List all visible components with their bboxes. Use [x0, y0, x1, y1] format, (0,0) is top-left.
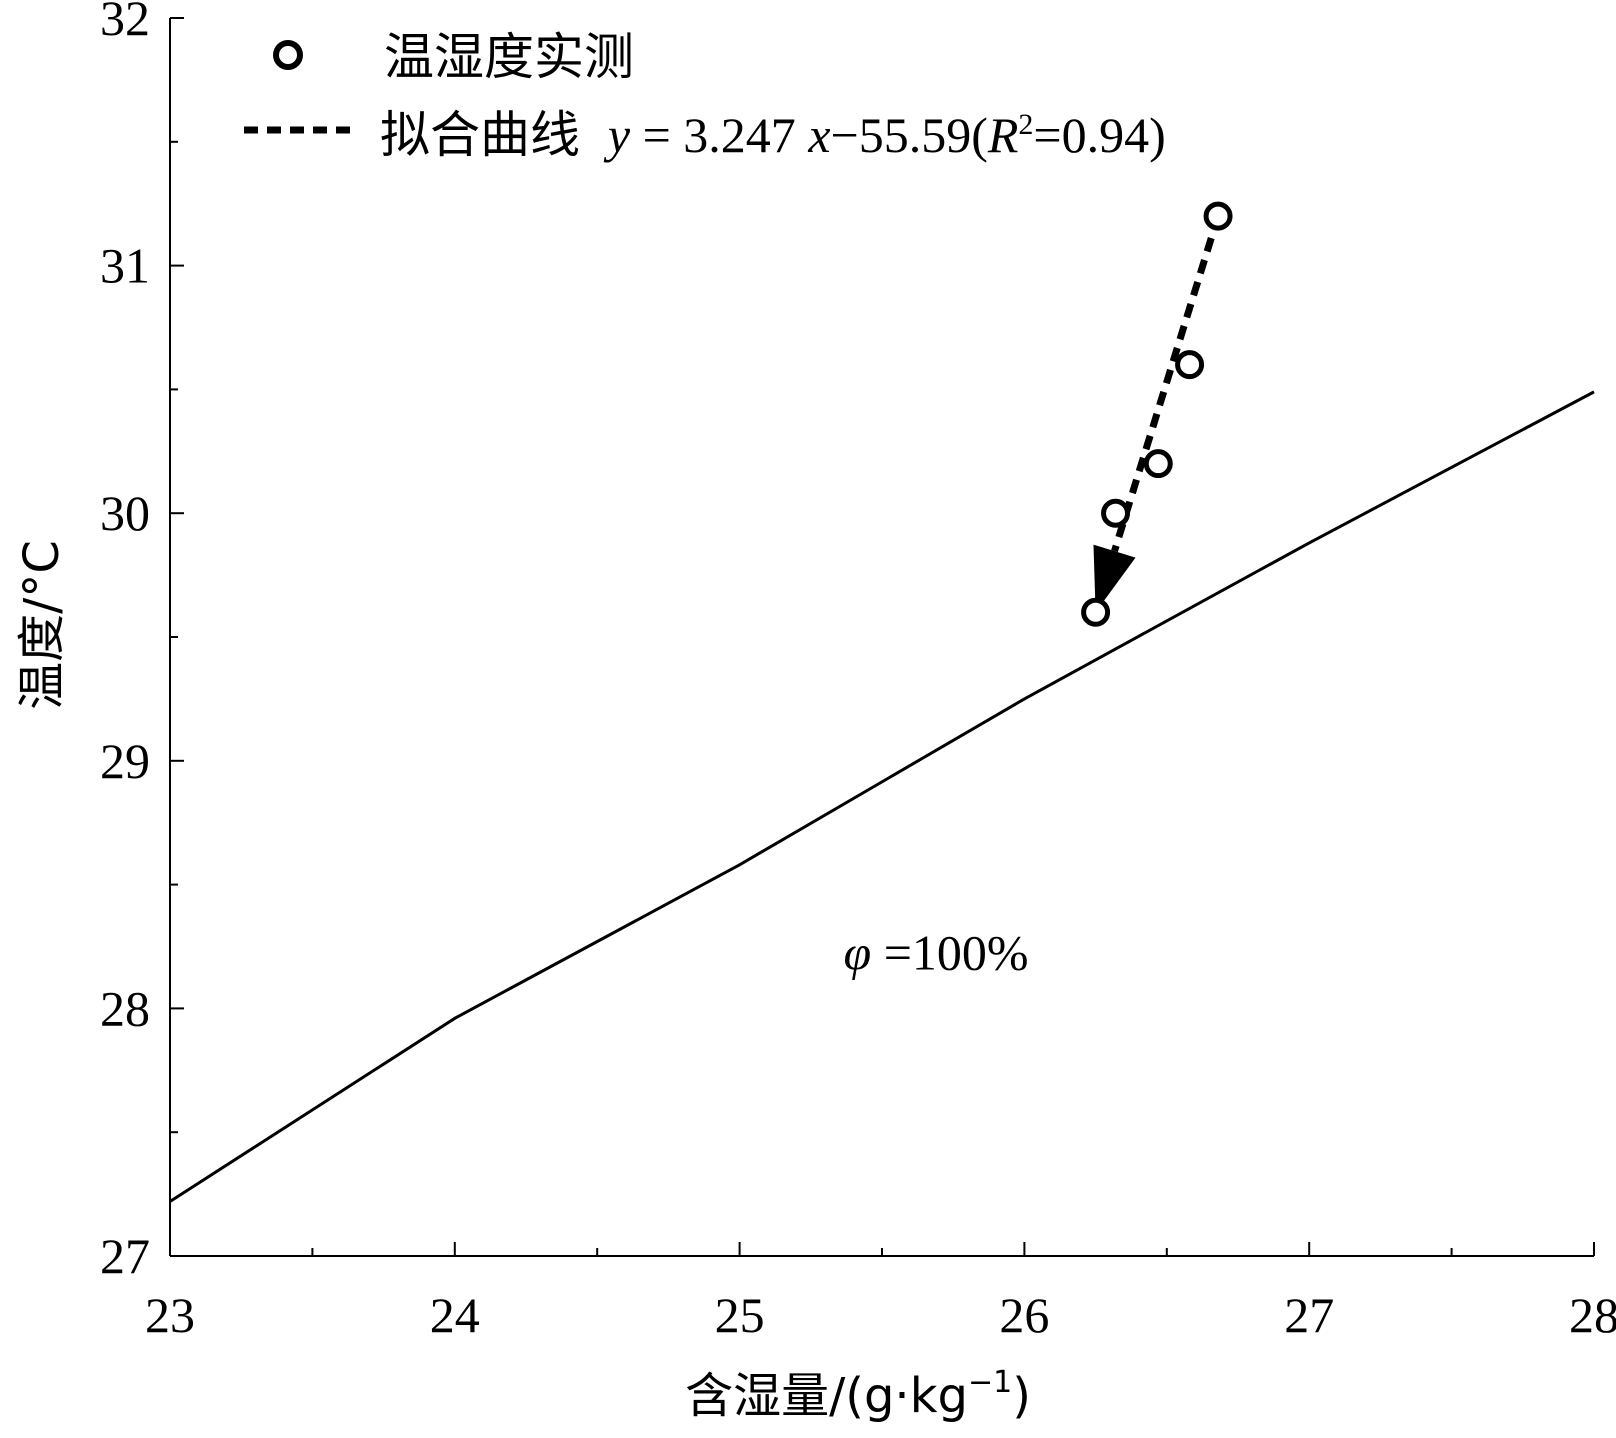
measured-point: [1101, 498, 1131, 528]
legend-fit-eq-x: x: [807, 107, 830, 163]
measured-point: [1081, 597, 1111, 627]
fit-line: [1093, 215, 1222, 613]
legend-scatter-label: 温湿度实测: [384, 28, 634, 86]
y-tick-label: 28: [100, 980, 150, 1036]
y-tick-label: 29: [100, 733, 150, 789]
fit-line-arrowhead: [1093, 544, 1136, 613]
x-tick-label: 28: [1569, 1287, 1616, 1343]
y-axis-ticks: 27 28 29 30 31 32: [100, 0, 184, 1284]
saturation-curve: [169, 390, 1595, 1203]
legend-fit-eq-y: y: [603, 107, 631, 163]
x-tick-label: 23: [145, 1287, 195, 1343]
y-tick-label: 31: [100, 238, 150, 294]
legend-fit-eq-R: R: [987, 107, 1019, 163]
measured-points: [1081, 201, 1233, 627]
phi-value: =100%: [871, 924, 1028, 980]
x-axis-title: 含湿量/(g·kg−1): [685, 1365, 1031, 1424]
y-tick-label: 30: [100, 485, 150, 541]
y-tick-label: 32: [100, 0, 150, 46]
x-axis-title-end: ): [1012, 1368, 1031, 1424]
legend-fit-eq-end: =0.94): [1033, 107, 1165, 163]
y-axis-title: 温度/°C: [14, 540, 70, 710]
x-tick-label: 26: [999, 1287, 1049, 1343]
legend-fit-label: 拟合曲线 y = 3.247 x−55.59(R2=0.94): [380, 106, 1166, 164]
saturation-curve-path: [169, 390, 1595, 1203]
legend: 温湿度实测 拟合曲线 y = 3.247 x−55.59(R2=0.94): [244, 28, 1166, 164]
x-tick-label: 24: [430, 1287, 480, 1343]
saturation-annotation: φ =100%: [844, 924, 1029, 980]
fit-line-dashed: [1111, 215, 1222, 553]
x-tick-label: 27: [1284, 1287, 1334, 1343]
measured-point: [1143, 449, 1173, 479]
measured-point: [1175, 350, 1205, 380]
x-axis-title-main: 含湿量/(g·kg: [685, 1368, 968, 1424]
legend-fit-eq-sup: 2: [1018, 108, 1033, 141]
y-tick-label: 27: [100, 1228, 150, 1284]
legend-fit-label-text: 拟合曲线: [380, 106, 580, 164]
x-axis-ticks: 23 24 25 26 27 28: [145, 1242, 1616, 1343]
measured-point: [1203, 201, 1233, 231]
x-axis-title-sup: −1: [968, 1365, 1012, 1400]
legend-circle-marker: [273, 40, 303, 70]
legend-fit-eq-rest: −55.59(: [831, 107, 988, 163]
legend-fit-eq-mid: = 3.247: [630, 107, 808, 163]
phi-symbol: φ: [844, 924, 872, 980]
x-tick-label: 25: [715, 1287, 765, 1343]
